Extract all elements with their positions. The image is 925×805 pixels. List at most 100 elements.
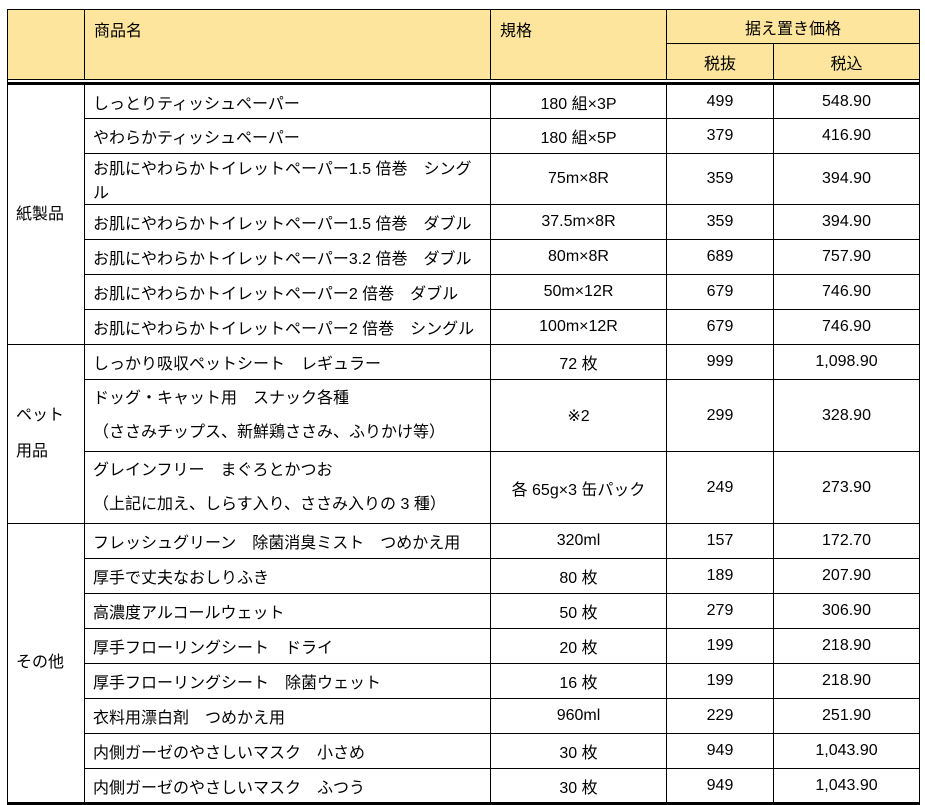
price-tax-included-cell: 328.90 [772,379,921,452]
product-name-cell: 内側ガーゼのやさしいマスク ふつう [84,768,491,804]
header-row-2: 税抜 税込 [8,43,921,80]
table-row: 厚手フローリングシート ドライ 20 枚 199 218.90 [8,628,921,664]
header-divider-rule [6,79,921,85]
spec-cell: 30 枚 [490,733,667,769]
table-row: 内側ガーゼのやさしいマスク 小さめ 30 枚 949 1,043.90 [8,733,921,769]
table-row: ペット 用品 しっかり吸収ペットシート レギュラー 72 枚 999 1,098.90 [7,344,921,524]
price-tax-excluded-cell: 359 [666,204,774,240]
price-tax-excluded-cell: 157 [666,523,774,559]
price-tax-excluded-cell: 949 [666,768,774,804]
header-row-1: 商品名 規格 据え置き価格 [7,9,921,80]
product-name-cell: しっとりティッシュペーパー [84,83,491,119]
category-header-cell [7,9,85,80]
spec-cell: 20 枚 [490,628,667,664]
product-name-cell: 厚手フローリングシート 除菌ウェット [84,663,491,699]
price-tax-included-cell: 273.90 [772,451,921,524]
price-tax-included-cell: 394.90 [772,153,921,205]
spec-cell: 75m×8R [490,153,667,205]
price-tax-included-cell: 1,043.90 [772,768,921,804]
price-group-header: 据え置き価格 [665,9,921,44]
table-row: 高濃度アルコールウェット 50 枚 279 306.90 [8,593,921,629]
product-name-cell: お肌にやわらかトイレットペーパー2 倍巻 ダブル [84,274,491,310]
spec-cell: 180 組×5P [490,118,667,154]
table-row: お肌にやわらかトイレットペーパー1.5 倍巻 ダブル 37.5m×8R 359 394… [8,204,921,240]
spec-cell: 80m×8R [490,239,667,275]
product-name-cell: お肌にやわらかトイレットペーパー1.5 倍巻 ダブル [84,204,491,240]
table-row: お肌にやわらかトイレットペーパー1.5 倍巻 シングル 75m×8R 359 394.… [8,153,921,205]
price-tax-included-cell: 746.90 [772,274,921,310]
table-row: 厚手で丈夫なおしりふき 80 枚 189 207.90 [8,558,921,594]
spec-cell: 180 組×3P [490,83,667,119]
spec-cell: 各 65g×3 缶パック [490,451,667,524]
table-row: お肌にやわらかトイレットペーパー2 倍巻 シングル 100m×12R 679 746.… [8,309,921,345]
product-name-cell: ドッグ・キャット用 スナック各種 （ささみチップス、新鮮鶏ささみ、ふりかけ等） [84,379,491,452]
product-name-cell: お肌にやわらかトイレットペーパー1.5 倍巻 シングル [84,153,491,205]
price-tax-excluded-cell: 379 [666,118,774,154]
tax-included-header: 税込 [772,43,921,80]
price-tax-included-cell: 394.90 [772,204,921,240]
spec-cell: 72 枚 [490,344,667,380]
table-row: ドッグ・キャット用 スナック各種 （ささみチップス、新鮮鶏ささみ、ふりかけ等） ※… [8,379,921,452]
price-tax-excluded-cell: 189 [666,558,774,594]
spec-cell: 16 枚 [490,663,667,699]
price-tax-included-cell: 207.90 [772,558,921,594]
price-tax-excluded-cell: 499 [666,83,774,119]
product-name-cell: グレインフリー まぐろとかつお （上記に加え、しらす入り、ささみ入りの 3 種） [84,451,491,524]
spec-cell: 80 枚 [490,558,667,594]
table-row: 内側ガーゼのやさしいマスク ふつう 30 枚 949 1,043.90 [8,768,921,804]
price-tax-excluded-cell: 679 [666,274,774,310]
product-name-cell: 厚手で丈夫なおしりふき [84,558,491,594]
spec-cell: 320ml [490,523,667,559]
price-tax-included-cell: 251.90 [772,698,921,734]
price-tax-included-cell: 1,043.90 [772,733,921,769]
table-row: やわらかティッシュペーパー 180 組×5P 379 416.90 [8,118,921,154]
header-divider-cell [6,79,921,85]
price-tax-included-cell: 172.70 [772,523,921,559]
spec-cell: 30 枚 [490,768,667,804]
table-row: 衣料用漂白剤 つめかえ用 960ml 229 251.90 [8,698,921,734]
price-tax-included-cell: 1,098.90 [772,344,921,380]
price-tax-included-cell: 306.90 [772,593,921,629]
price-tax-excluded-cell: 279 [666,593,774,629]
price-tax-excluded-cell: 949 [666,733,774,769]
price-table-header: 商品名 規格 据え置き価格 税抜 税込 [6,9,921,85]
price-tax-excluded-cell: 689 [666,239,774,275]
spec-cell: 960ml [490,698,667,734]
category-cell: 紙製品 [7,83,85,345]
table-row: お肌にやわらかトイレットペーパー3.2 倍巻 ダブル 80m×8R 689 757.9… [8,239,921,275]
price-tax-excluded-cell: 199 [666,628,774,664]
price-tax-excluded-cell: 359 [666,153,774,205]
category-cell: その他 [7,523,85,804]
price-tax-excluded-cell: 999 [666,344,774,380]
product-name-cell: お肌にやわらかトイレットペーパー3.2 倍巻 ダブル [84,239,491,275]
tax-excluded-header: 税抜 [666,43,774,80]
category-cell: ペット 用品 [7,344,85,524]
table-row: その他 フレッシュグリーン 除菌消臭ミスト つめかえ用 320ml 157 172.70 [7,523,921,804]
product-name-cell: 厚手フローリングシート ドライ [84,628,491,664]
table-row: 紙製品 しっとりティッシュペーパー 180 組×3P 499 548.90 [7,83,921,345]
spec-cell: ※2 [490,379,667,452]
price-tax-included-cell: 218.90 [772,628,921,664]
price-tax-excluded-cell: 679 [666,309,774,345]
product-name-cell: 内側ガーゼのやさしいマスク 小さめ [84,733,491,769]
product-name-cell: 高濃度アルコールウェット [84,593,491,629]
product-name-cell: フレッシュグリーン 除菌消臭ミスト つめかえ用 [84,523,491,559]
table-row: グレインフリー まぐろとかつお （上記に加え、しらす入り、ささみ入りの 3 種）… [8,451,921,524]
price-table-body: 紙製品 しっとりティッシュペーパー 180 組×3P 499 548.90 やわらかティッ… [7,83,921,804]
spec-cell: 100m×12R [490,309,667,345]
product-name-cell: お肌にやわらかトイレットペーパー2 倍巻 シングル [84,309,491,345]
table-row: 厚手フローリングシート 除菌ウェット 16 枚 199 218.90 [8,663,921,699]
product-name-cell: やわらかティッシュペーパー [84,118,491,154]
product-name-cell: しっかり吸収ペットシート レギュラー [84,344,491,380]
spec-header: 規格 [490,9,667,80]
price-tax-excluded-cell: 249 [666,451,774,524]
spec-cell: 50m×12R [490,274,667,310]
product-name-header: 商品名 [84,9,491,80]
price-tax-excluded-cell: 199 [666,663,774,699]
price-tax-included-cell: 548.90 [772,83,921,119]
price-table: 商品名 規格 据え置き価格 税抜 税込 紙製品 しっとりティッシュペーパー 180 … [6,9,921,805]
price-tax-excluded-cell: 229 [666,698,774,734]
price-tax-included-cell: 746.90 [772,309,921,345]
product-name-cell: 衣料用漂白剤 つめかえ用 [84,698,491,734]
table-row: お肌にやわらかトイレットペーパー2 倍巻 ダブル 50m×12R 679 746.90 [8,274,921,310]
